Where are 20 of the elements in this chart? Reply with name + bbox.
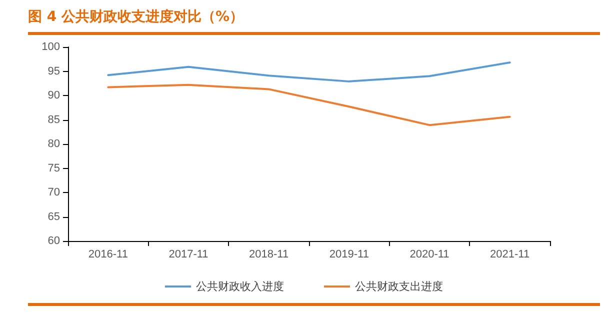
y-tick-label: 60 <box>48 235 60 247</box>
y-tick-label: 65 <box>48 210 60 223</box>
y-tick-label: 70 <box>48 186 60 198</box>
x-tick-label: 2019-11 <box>329 248 369 260</box>
x-tick-label: 2017-11 <box>168 248 208 260</box>
x-tick-label: 2021-11 <box>490 248 530 260</box>
line-series <box>107 84 511 126</box>
x-tick-label: 2016-11 <box>88 248 128 260</box>
y-tick-label: 75 <box>48 162 60 174</box>
y-tick-label: 90 <box>48 90 60 102</box>
y-tick-label: 95 <box>48 65 60 78</box>
legend-label: 公共财政支出进度 <box>355 280 443 293</box>
line-series <box>107 62 511 82</box>
y-tick-label: 100 <box>42 41 60 53</box>
x-tick-label: 2018-11 <box>249 248 289 260</box>
legend-label: 公共财政收入进度 <box>196 280 284 293</box>
chart-title: 图 4 公共财政收支进度对比（%） <box>27 8 245 27</box>
y-tick-label: 80 <box>48 138 60 150</box>
y-tick-label: 85 <box>48 114 60 126</box>
x-tick-label: 2020-11 <box>410 248 450 260</box>
